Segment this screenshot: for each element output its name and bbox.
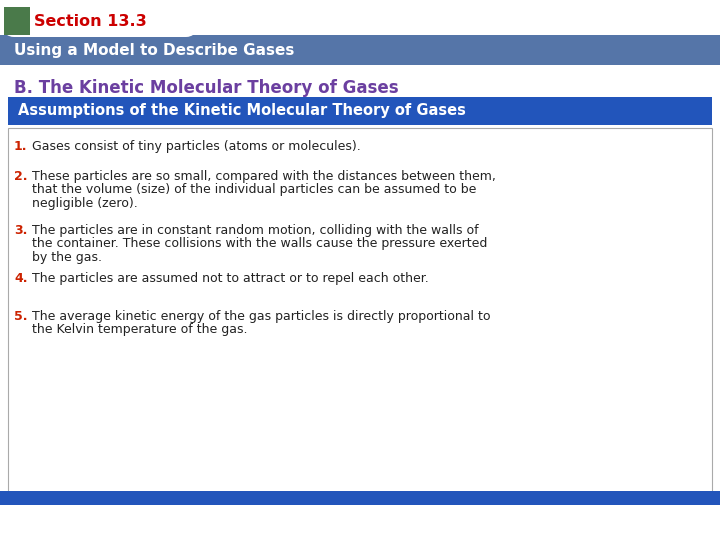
FancyBboxPatch shape	[4, 7, 196, 37]
Text: Using a Model to Describe Gases: Using a Model to Describe Gases	[14, 43, 294, 57]
Text: the Kelvin temperature of the gas.: the Kelvin temperature of the gas.	[32, 323, 248, 336]
Text: 2.: 2.	[14, 170, 27, 183]
Bar	[4, 7, 30, 35]
Bar	[8, 128, 712, 502]
Bar	[0, 35, 720, 65]
Text: negligible (zero).: negligible (zero).	[32, 197, 138, 210]
Text: The average kinetic energy of the gas particles is directly proportional to: The average kinetic energy of the gas pa…	[32, 310, 490, 323]
Bar	[0, 491, 720, 505]
Text: The particles are assumed not to attract or to repel each other.: The particles are assumed not to attract…	[32, 272, 428, 285]
Text: B. The Kinetic Molecular Theory of Gases: B. The Kinetic Molecular Theory of Gases	[14, 79, 399, 97]
Text: Assumptions of the Kinetic Molecular Theory of Gases: Assumptions of the Kinetic Molecular The…	[18, 104, 466, 118]
Text: by the gas.: by the gas.	[32, 251, 102, 264]
Text: Section 13.3: Section 13.3	[34, 14, 147, 29]
Text: 5.: 5.	[14, 310, 27, 323]
Text: The particles are in constant random motion, colliding with the walls of: The particles are in constant random mot…	[32, 224, 479, 237]
Text: These particles are so small, compared with the distances between them,: These particles are so small, compared w…	[32, 170, 496, 183]
Text: 4.: 4.	[14, 272, 27, 285]
Text: Gases consist of tiny particles (atoms or molecules).: Gases consist of tiny particles (atoms o…	[32, 140, 361, 153]
Text: 3.: 3.	[14, 224, 27, 237]
Text: the container. These collisions with the walls cause the pressure exerted: the container. These collisions with the…	[32, 238, 487, 251]
Text: that the volume (size) of the individual particles can be assumed to be: that the volume (size) of the individual…	[32, 184, 477, 197]
Text: 1.: 1.	[14, 140, 27, 153]
Bar	[8, 97, 712, 125]
